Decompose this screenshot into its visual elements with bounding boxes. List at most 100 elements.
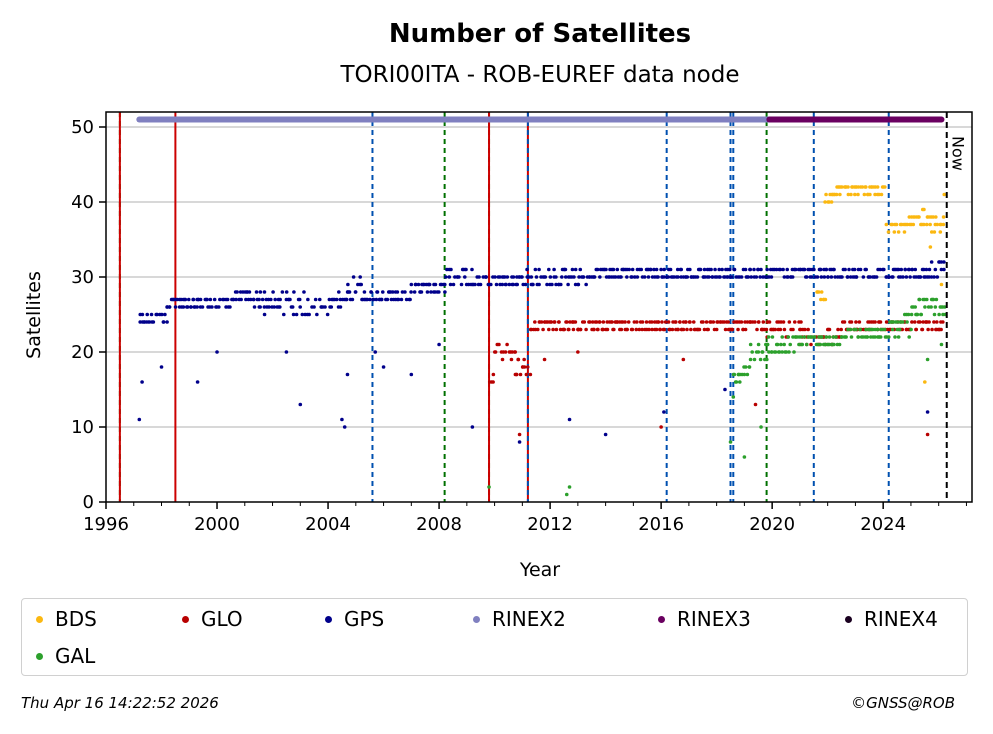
- legend-label-rinex4: RINEX4: [864, 607, 938, 631]
- bds-point: [868, 192, 872, 197]
- glo-point: [799, 320, 803, 324]
- bds-point: [819, 290, 824, 294]
- gal-point: [818, 342, 823, 347]
- glo-point: [576, 327, 580, 332]
- glo-marker-icon: [182, 615, 189, 623]
- bds-point: [924, 222, 929, 227]
- gps-point: [767, 275, 771, 279]
- gps-point: [717, 267, 721, 272]
- bds-point: [929, 230, 934, 234]
- glo-point: [573, 320, 578, 324]
- glo-point: [839, 327, 843, 332]
- gps-outlier-point: [345, 372, 350, 377]
- glo-point: [662, 327, 667, 332]
- gps-point: [473, 282, 477, 287]
- gps-outlier-point: [381, 365, 386, 369]
- gal-point: [792, 350, 796, 354]
- gps-outlier-point: [298, 402, 303, 407]
- y-tick-label-40: 40: [71, 192, 94, 213]
- gps-point: [317, 297, 322, 302]
- glo-point: [594, 320, 599, 324]
- glo-point: [596, 327, 600, 332]
- bds-point: [823, 297, 828, 302]
- bds-point: [905, 222, 910, 227]
- x-tick-label-2024: 2024: [860, 514, 906, 535]
- glo-point: [753, 320, 757, 324]
- gps-point: [427, 282, 432, 287]
- gal-outlier-point: [728, 440, 733, 444]
- gps-point: [852, 267, 857, 272]
- bds-point: [911, 222, 916, 227]
- glo-point: [640, 320, 645, 324]
- gal-outlier-point: [564, 492, 569, 497]
- gps-point: [494, 282, 499, 287]
- gps-point: [167, 305, 172, 309]
- gps-point: [840, 275, 844, 279]
- gps-point: [289, 305, 294, 309]
- bds-point: [823, 200, 827, 204]
- gps-point: [809, 275, 814, 279]
- legend-label-gal: GAL: [55, 644, 96, 668]
- glo-point: [773, 327, 778, 332]
- data-points: [137, 185, 948, 497]
- gps-point: [939, 267, 944, 272]
- footer-timestamp: Thu Apr 16 14:22:52 2026: [21, 694, 219, 712]
- glo-point: [566, 327, 571, 332]
- glo-point: [516, 357, 521, 362]
- gps-point: [344, 297, 349, 302]
- gps-point: [635, 275, 640, 279]
- glo-point: [743, 327, 748, 332]
- gps-point: [533, 267, 538, 272]
- gps-point: [235, 290, 239, 294]
- gps-point: [901, 275, 905, 279]
- gps-point: [824, 267, 828, 272]
- gps-point: [399, 297, 404, 302]
- gps-point: [668, 267, 673, 272]
- glo-point: [842, 320, 847, 324]
- gps-point: [933, 267, 938, 272]
- gps-point: [358, 275, 362, 279]
- glo-point: [935, 320, 939, 324]
- gps-point: [939, 260, 944, 264]
- legend-label-gps: GPS: [344, 607, 385, 631]
- bds-point: [816, 290, 821, 294]
- gps-point: [942, 267, 946, 272]
- gal-point: [849, 335, 854, 339]
- gps-point: [198, 297, 203, 302]
- gps-point: [739, 275, 744, 279]
- gps-point: [918, 275, 923, 279]
- gps-point: [298, 305, 302, 309]
- gps-point: [695, 275, 700, 279]
- gps-point: [262, 305, 267, 309]
- legend-item-rinex4: RINEX4: [845, 607, 938, 631]
- gps-point: [409, 282, 414, 287]
- gps-point: [505, 275, 510, 279]
- glo-point: [649, 320, 654, 324]
- glo-point: [601, 327, 606, 332]
- gps-point: [675, 267, 680, 272]
- gps-point: [437, 290, 441, 294]
- glo-point: [528, 372, 533, 377]
- legend-item-rinex2: RINEX2: [473, 607, 566, 631]
- bds-point: [896, 230, 901, 234]
- bds-point: [879, 192, 884, 197]
- gal-point: [800, 342, 805, 347]
- glo-point: [722, 320, 726, 324]
- gps-point: [448, 282, 453, 287]
- gps-point: [646, 275, 651, 279]
- glo-point: [533, 320, 537, 324]
- gps-point: [874, 275, 879, 279]
- glo-point: [781, 320, 786, 324]
- glo-point: [650, 327, 654, 332]
- gal-point: [882, 327, 887, 332]
- gps-point: [258, 305, 262, 309]
- bds-point: [922, 207, 926, 212]
- gps-point: [627, 267, 631, 272]
- gal-point: [748, 357, 753, 362]
- gps-point: [267, 305, 271, 309]
- gps-point: [804, 275, 809, 279]
- glo-point: [605, 327, 610, 332]
- gal-point: [896, 335, 901, 339]
- series-bds: [815, 185, 947, 384]
- gal-point: [788, 342, 793, 347]
